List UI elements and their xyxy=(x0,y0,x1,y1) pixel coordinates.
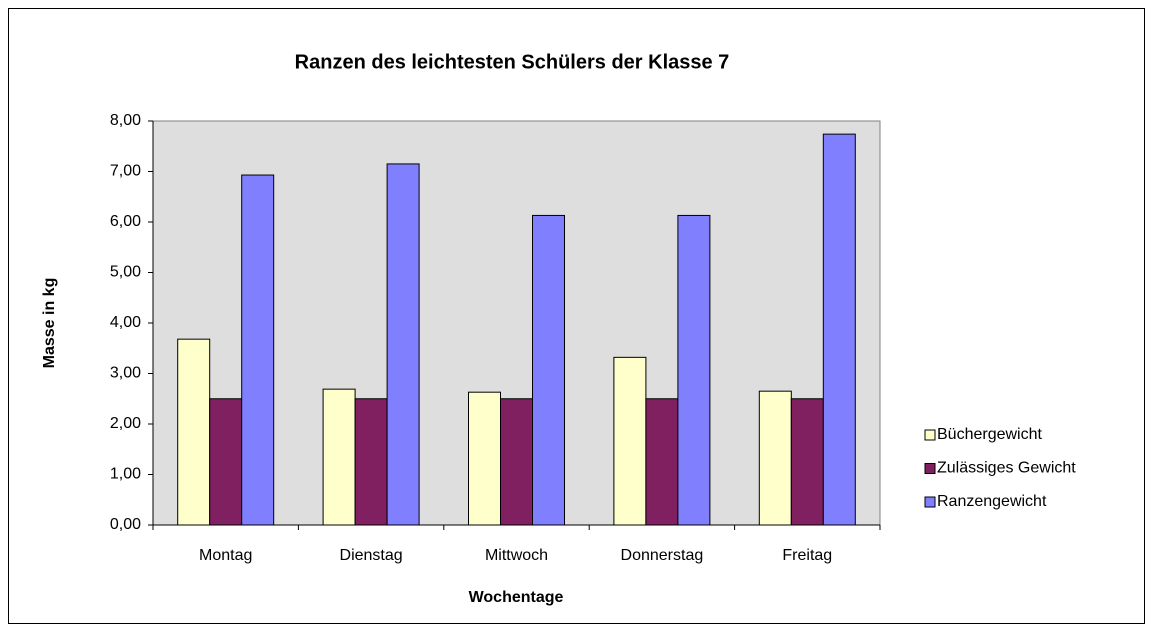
y-axis-title: Masse in kg xyxy=(41,278,58,369)
legend-swatch xyxy=(924,463,936,474)
x-tick-label: Freitag xyxy=(782,547,832,564)
y-tick-label: 0,00 xyxy=(110,516,141,533)
bar xyxy=(468,391,501,526)
bar xyxy=(209,398,243,526)
y-tick-label: 5,00 xyxy=(110,264,141,281)
y-tick-label: 8,00 xyxy=(110,112,141,129)
x-tick-label: Dienstag xyxy=(340,547,403,564)
bar xyxy=(790,398,824,526)
bar xyxy=(613,356,647,526)
bar xyxy=(241,174,275,526)
x-tick-label: Mittwoch xyxy=(485,547,548,564)
bar xyxy=(177,338,211,526)
x-tick-label: Montag xyxy=(199,547,252,564)
y-tick-label: 7,00 xyxy=(110,163,141,180)
bar xyxy=(322,388,356,526)
bar xyxy=(532,214,565,526)
x-axis-title: Wochentage xyxy=(469,589,564,606)
legend-label: Zulässiges Gewicht xyxy=(937,460,1076,477)
bar xyxy=(758,390,792,526)
legend-swatch xyxy=(924,429,936,441)
x-tick-label: Donnerstag xyxy=(621,547,704,564)
y-tick-label: 4,00 xyxy=(110,314,141,331)
y-tick-label: 3,00 xyxy=(110,365,141,382)
bar xyxy=(645,398,679,526)
legend-label: Ranzengewicht xyxy=(937,493,1047,510)
bar xyxy=(677,214,711,526)
legend-label: Büchergewicht xyxy=(937,426,1043,443)
bar xyxy=(354,398,388,526)
y-tick-label: 2,00 xyxy=(110,415,141,432)
bar xyxy=(822,133,856,526)
bar xyxy=(386,163,420,526)
y-tick-label: 1,00 xyxy=(110,466,141,483)
bar xyxy=(500,398,533,526)
y-tick-label: 6,00 xyxy=(110,213,141,230)
legend-swatch xyxy=(924,496,936,508)
chart-title: Ranzen des leichtesten Schülers der Klas… xyxy=(295,51,730,73)
